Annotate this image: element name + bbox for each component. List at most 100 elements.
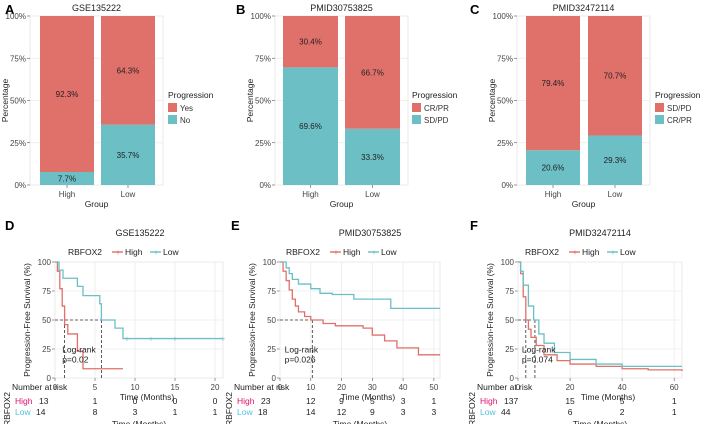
survival-curve-high (280, 261, 440, 356)
risk-count: 0 (173, 396, 178, 406)
logrank-label: Log-rank (285, 344, 319, 354)
y-tick-label: 75 (505, 287, 514, 296)
panel-letter: C (470, 2, 480, 17)
km-panel-f: F PMID32472114 RBFOX2 + High + Low 0 25 50 75 100 0 2… (467, 218, 683, 424)
y-tick-label: 100 (38, 258, 52, 267)
legend-label: Low (620, 247, 636, 257)
risk-table-xlabel: Time (Months) (112, 419, 167, 424)
x-tick-label: 0 (516, 383, 521, 392)
data-label: 69.6% (299, 122, 322, 131)
chart-title: PMID32472114 (553, 3, 615, 13)
panel-letter: B (236, 2, 245, 17)
bar-no (101, 124, 155, 185)
risk-count: 1 (672, 407, 677, 417)
legend-swatch (412, 103, 421, 112)
y-tick-label: 0% (501, 181, 513, 190)
bar-cr-pr (345, 16, 400, 129)
legend-label: High (582, 247, 600, 257)
censor-mark: + (149, 335, 154, 344)
legend-swatch (412, 115, 421, 124)
risk-table-title: Number at risk (234, 382, 290, 392)
legend-title: RBFOX2 (286, 247, 320, 257)
data-label: 20.6% (542, 164, 565, 173)
y-axis-label: Progression-Free Survival (%) (22, 263, 32, 377)
y-tick-label: 0% (259, 181, 271, 190)
data-label: 70.7% (604, 72, 627, 81)
bar-sd-pd (526, 16, 580, 151)
legend-mark: + (116, 248, 121, 257)
legend-swatch (168, 103, 177, 112)
risk-count: 5 (620, 396, 625, 406)
survival-curve-low (55, 261, 223, 340)
data-label: 35.7% (117, 151, 140, 160)
bar-panel-c: C PMID32472114 0% 25% 50% 75% 100% Percentage 20… (470, 2, 701, 209)
risk-count: 5 (370, 396, 375, 406)
data-label: 30.4% (299, 38, 322, 47)
legend-label: Yes (180, 104, 193, 113)
y-tick-label: 50 (42, 316, 51, 325)
risk-count: 8 (93, 407, 98, 417)
x-tick-label: 20 (337, 383, 346, 392)
survival-curve-high (55, 261, 123, 370)
panel-letter: A (5, 2, 15, 17)
risk-count: 23 (261, 396, 271, 406)
risk-count: 1 (173, 407, 178, 417)
risk-count: 1 (213, 407, 218, 417)
legend-swatch (655, 115, 664, 124)
risk-count: 6 (568, 407, 573, 417)
risk-count: 44 (501, 407, 511, 417)
chart-title: PMID30753825 (310, 3, 373, 13)
risk-table-xlabel: Time (Months) (573, 419, 628, 424)
risk-count: 0 (213, 396, 218, 406)
data-label: 66.7% (361, 68, 384, 77)
x-tick-label: 40 (618, 383, 627, 392)
x-tick-label: 10 (131, 383, 140, 392)
risk-count: 1 (431, 396, 436, 406)
x-axis-label: Group (85, 199, 109, 209)
y-tick-label: 50% (255, 97, 271, 106)
panel-letter: F (470, 218, 478, 233)
y-tick-label: 100% (493, 12, 513, 21)
data-label: 33.3% (361, 153, 384, 162)
y-tick-label: 50% (10, 97, 26, 106)
x-tick-label: Low (365, 190, 380, 199)
bar-sd-pd (588, 16, 642, 136)
survival-curve-low (518, 261, 682, 368)
risk-count: 14 (36, 407, 46, 417)
risk-count: 9 (339, 396, 344, 406)
y-tick-label: 75% (255, 54, 271, 63)
censor-mark: + (173, 335, 178, 344)
legend-title: RBFOX2 (525, 247, 559, 257)
bar-cr-pr (526, 150, 580, 185)
risk-table-title: Number at risk (477, 382, 533, 392)
y-tick-label: 100 (263, 258, 277, 267)
risk-table-ylabel: RBFOX2 (2, 392, 12, 424)
bar-no (40, 171, 94, 185)
data-label: 92.3% (56, 90, 79, 99)
data-label: 64.3% (117, 66, 140, 75)
censor-mark: + (221, 335, 226, 344)
x-axis-label: Time (Months) (581, 392, 636, 402)
y-tick-label: 25% (497, 139, 513, 148)
logrank-pvalue: p=0.02 (62, 354, 89, 364)
legend-title: Progression (412, 90, 458, 100)
x-tick-label: 40 (399, 383, 408, 392)
x-tick-label: 30 (368, 383, 377, 392)
x-axis-label: Group (330, 199, 354, 209)
legend-title: Progression (168, 90, 214, 100)
bar-cr-pr (588, 135, 642, 185)
logrank-pvalue: p=0.026 (285, 354, 316, 364)
x-tick-label: High (302, 190, 318, 199)
x-tick-label: 0 (53, 383, 58, 392)
legend-title: Progression (655, 90, 701, 100)
risk-count: 15 (565, 396, 575, 406)
legend-label: High (125, 247, 143, 257)
y-tick-label: 25 (42, 345, 51, 354)
logrank-label: Log-rank (62, 344, 96, 354)
y-tick-label: 25% (10, 139, 26, 148)
risk-count: 12 (306, 396, 316, 406)
x-tick-label: Low (121, 190, 136, 199)
legend-swatch (168, 115, 177, 124)
legend-mark: + (334, 248, 339, 257)
